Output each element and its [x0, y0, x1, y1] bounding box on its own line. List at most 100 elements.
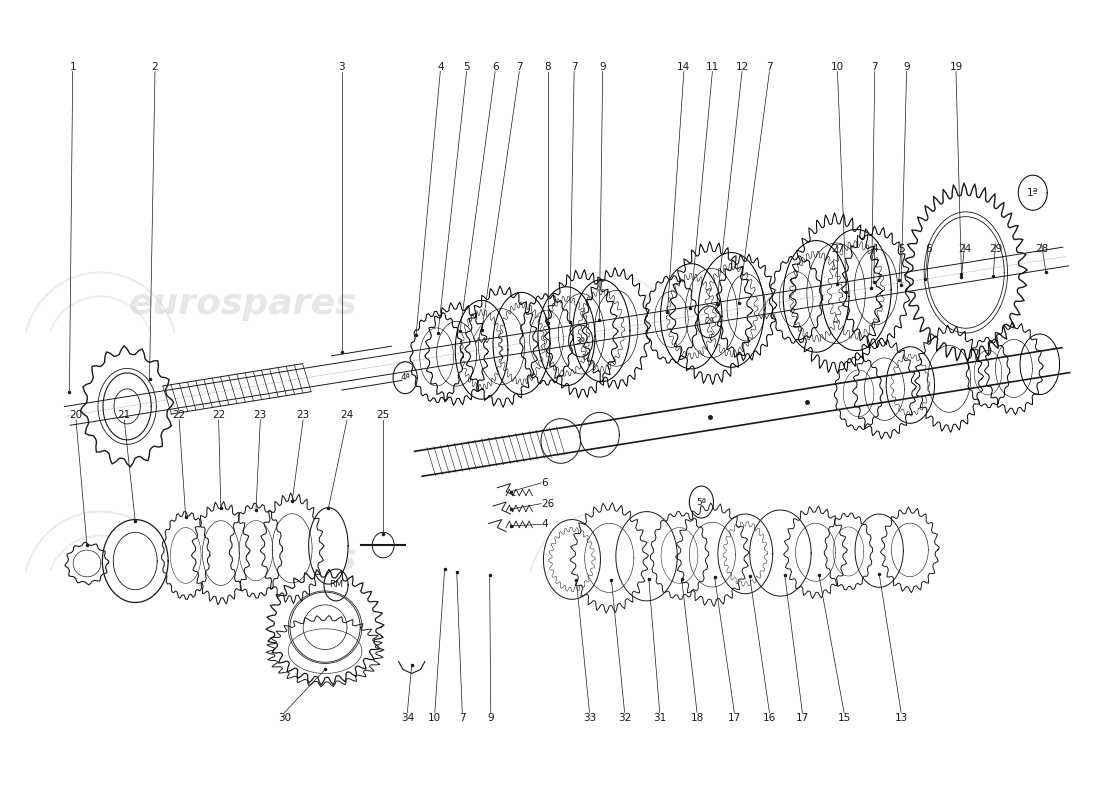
Text: 5: 5	[463, 62, 470, 71]
Text: 7: 7	[871, 62, 878, 71]
Polygon shape	[102, 519, 168, 602]
Polygon shape	[880, 507, 939, 593]
Text: 19: 19	[949, 62, 962, 71]
Polygon shape	[304, 605, 346, 650]
Text: 12: 12	[736, 62, 749, 71]
Text: 11: 11	[706, 62, 719, 71]
Text: 10: 10	[428, 713, 441, 722]
Polygon shape	[650, 512, 708, 599]
Text: 26: 26	[541, 498, 554, 509]
Text: 33: 33	[583, 713, 596, 722]
Text: 23: 23	[254, 410, 267, 420]
Polygon shape	[852, 339, 916, 439]
Polygon shape	[538, 286, 595, 386]
Polygon shape	[966, 338, 1010, 408]
Text: 18: 18	[691, 713, 704, 722]
Polygon shape	[670, 242, 754, 385]
Polygon shape	[616, 512, 678, 601]
Text: 7: 7	[766, 62, 773, 71]
Polygon shape	[770, 256, 823, 343]
Polygon shape	[162, 512, 210, 599]
Polygon shape	[783, 241, 849, 352]
Polygon shape	[261, 493, 324, 603]
Text: 9: 9	[600, 62, 606, 71]
Polygon shape	[790, 213, 882, 374]
Polygon shape	[842, 226, 911, 347]
Polygon shape	[855, 514, 903, 587]
Polygon shape	[266, 615, 384, 686]
Text: 31: 31	[653, 713, 667, 722]
Text: 4: 4	[871, 244, 878, 254]
Text: 23: 23	[297, 410, 310, 420]
Polygon shape	[783, 506, 847, 598]
Polygon shape	[580, 413, 619, 457]
Text: 13: 13	[894, 713, 908, 722]
Text: 4ª: 4ª	[400, 373, 410, 382]
Text: eurospares: eurospares	[634, 287, 861, 322]
Polygon shape	[520, 294, 573, 385]
Polygon shape	[887, 346, 935, 423]
Text: 22: 22	[173, 410, 186, 420]
Text: 30: 30	[278, 713, 292, 722]
Text: 5: 5	[898, 244, 904, 254]
Polygon shape	[570, 502, 649, 613]
Text: 24: 24	[958, 244, 971, 254]
Text: 27: 27	[830, 244, 844, 254]
Polygon shape	[835, 357, 882, 430]
Text: 2: 2	[152, 62, 158, 71]
Text: 6: 6	[925, 244, 932, 254]
Text: eurospares: eurospares	[129, 542, 358, 577]
Text: 3ª: 3ª	[575, 337, 585, 346]
Text: RM: RM	[329, 581, 343, 590]
Polygon shape	[544, 270, 618, 398]
Polygon shape	[464, 286, 538, 407]
Text: 5ª: 5ª	[696, 498, 706, 506]
Text: 7: 7	[516, 62, 522, 71]
Polygon shape	[573, 280, 630, 382]
Text: 29: 29	[989, 244, 1002, 254]
Text: 14: 14	[678, 62, 691, 71]
Polygon shape	[675, 503, 749, 606]
Text: 28: 28	[1035, 244, 1048, 254]
Polygon shape	[715, 254, 777, 361]
Text: 8: 8	[544, 62, 551, 71]
Polygon shape	[410, 311, 463, 402]
Polygon shape	[80, 346, 174, 467]
Text: 6: 6	[541, 478, 548, 488]
Text: 21: 21	[118, 410, 131, 420]
Polygon shape	[493, 292, 550, 394]
Text: 1ª: 1ª	[1027, 188, 1038, 198]
Text: 9: 9	[487, 713, 494, 722]
Polygon shape	[191, 502, 251, 605]
Polygon shape	[455, 300, 508, 399]
Text: 9: 9	[903, 62, 910, 71]
Text: 32: 32	[618, 713, 631, 722]
Polygon shape	[750, 510, 811, 596]
Polygon shape	[103, 373, 152, 440]
Text: 4: 4	[437, 62, 443, 71]
Polygon shape	[984, 322, 1044, 414]
Polygon shape	[824, 513, 872, 590]
Text: 34: 34	[400, 713, 414, 722]
Polygon shape	[230, 503, 283, 598]
Text: 16: 16	[762, 713, 777, 722]
Polygon shape	[660, 264, 722, 369]
Polygon shape	[541, 418, 581, 463]
Text: 17: 17	[728, 713, 741, 722]
Polygon shape	[425, 302, 488, 406]
Text: 4: 4	[541, 519, 548, 530]
Text: 1: 1	[69, 62, 76, 71]
Polygon shape	[821, 230, 891, 350]
Text: 22: 22	[212, 410, 226, 420]
Polygon shape	[698, 253, 764, 367]
Polygon shape	[645, 276, 697, 363]
Text: 25: 25	[376, 410, 389, 420]
Polygon shape	[904, 183, 1027, 362]
Text: 10: 10	[830, 62, 844, 71]
Polygon shape	[543, 519, 601, 599]
Polygon shape	[266, 570, 384, 685]
Text: 3: 3	[338, 62, 344, 71]
Polygon shape	[65, 542, 109, 585]
Text: 7: 7	[571, 62, 578, 71]
Polygon shape	[915, 326, 983, 432]
